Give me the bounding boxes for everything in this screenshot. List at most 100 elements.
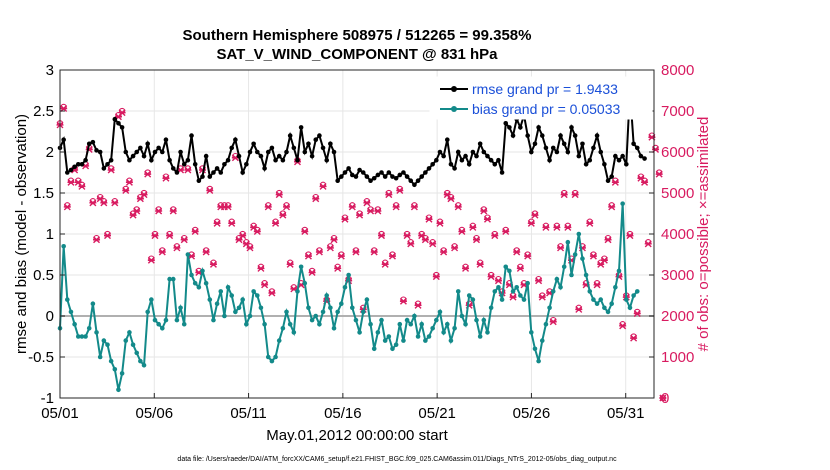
rmse-point [138,145,143,151]
bias-point [265,354,271,360]
bias-point [426,334,432,339]
rmse-point [291,145,297,151]
obs-assimilated-point [308,269,316,277]
obs-assimilated-point [403,232,411,240]
rmse-point [192,162,198,167]
obs-assimilated-point [600,256,608,264]
obs-assimilated-point [564,223,572,231]
rmse-point [269,145,275,151]
bias-point [309,317,315,323]
rmse-point [481,149,487,155]
rmse-point [108,157,114,163]
y-right-tick-label: 1000 [661,349,694,366]
rmse-point [594,133,600,138]
bias-point [181,321,187,327]
rmse-point [576,153,582,159]
rmse-point [207,174,213,179]
bias-point [470,297,476,302]
rmse-point [485,153,490,159]
rmse-point [287,133,293,138]
obs-assimilated-point [626,232,634,240]
rmse-point [525,133,530,138]
legend-rmse-marker [451,86,457,92]
bias-point [525,280,530,286]
rmse-point [262,166,267,171]
rmse-point [455,149,461,155]
obs-assimilated-point [286,260,294,268]
bias-point [492,289,498,294]
rmse-point [364,174,370,179]
y-right-tick-label: 7000 [661,103,694,120]
obs-assimilated-point [326,244,334,252]
rmse-point [441,153,446,159]
bias-point [514,285,519,290]
x-tick-label: 05/16 [324,405,362,422]
bias-point [178,305,183,311]
rmse-point [247,149,253,155]
y-right-tick-label: 5000 [661,185,694,202]
bias-point [349,305,355,311]
bias-point [247,313,253,319]
bias-point [455,289,461,294]
rmse-point [496,157,501,163]
obs-assimilated-point [473,236,481,244]
bias-point [105,342,110,348]
rmse-point [240,170,245,175]
y-axis-left-label: rmse and bias (model - observation) [13,114,30,354]
obs-assimilated-point [608,203,616,211]
bias-point [94,330,99,335]
bias-point [313,313,319,319]
rmse-point [375,172,381,178]
rmse-point [335,178,340,183]
bias-point [127,330,132,335]
bias-point [499,297,505,302]
bias-point [510,289,516,294]
bias-point [156,321,161,327]
rmse-point [638,153,644,159]
bias-point [448,338,454,343]
rmse-point [507,125,512,130]
obs-assimilated-point [399,297,407,305]
obs-assimilated-point [133,207,141,215]
y-axis-right-label: # of obs: o=possible; ×=assimilated [695,117,712,352]
rmse-point [134,149,140,155]
bias-point [101,338,107,343]
bias-point [163,317,169,323]
obs-assimilated-point [432,273,440,281]
obs-assimilated-point [451,244,459,252]
rmse-point [185,157,191,163]
rmse-point [613,153,618,159]
rmse-point [61,137,66,142]
y-left-tick-label: 1 [46,226,54,243]
y-right-tick-label: 8000 [661,62,694,79]
obs-assimilated-point [388,252,396,260]
bias-point [342,285,348,290]
rmse-point [390,174,395,179]
bias-point [386,334,392,339]
rmse-point [339,174,344,179]
bias-point [189,272,194,278]
bias-point [134,350,140,356]
bias-point [90,301,96,307]
rmse-point [265,149,271,155]
rmse-point [404,174,410,179]
bias-point [353,317,359,323]
rmse-point [75,162,81,167]
obs-assimilated-point [392,203,400,211]
obs-assimilated-point [487,273,495,281]
bias-point [174,317,180,323]
bias-point [382,338,388,343]
obs-count-markers [56,103,667,402]
rmse-point [415,178,421,183]
obs-assimilated-point [655,170,663,178]
rmse-point [302,149,308,155]
bias-point [390,346,395,352]
rmse-point [437,149,443,155]
rmse-point [616,157,622,163]
bias-point [477,334,483,339]
y-left-tick-label: 0.5 [33,267,54,284]
bias-point [218,289,224,294]
obs-assimilated-point [575,305,583,313]
rmse-point [324,157,330,163]
rmse-point [605,178,611,183]
